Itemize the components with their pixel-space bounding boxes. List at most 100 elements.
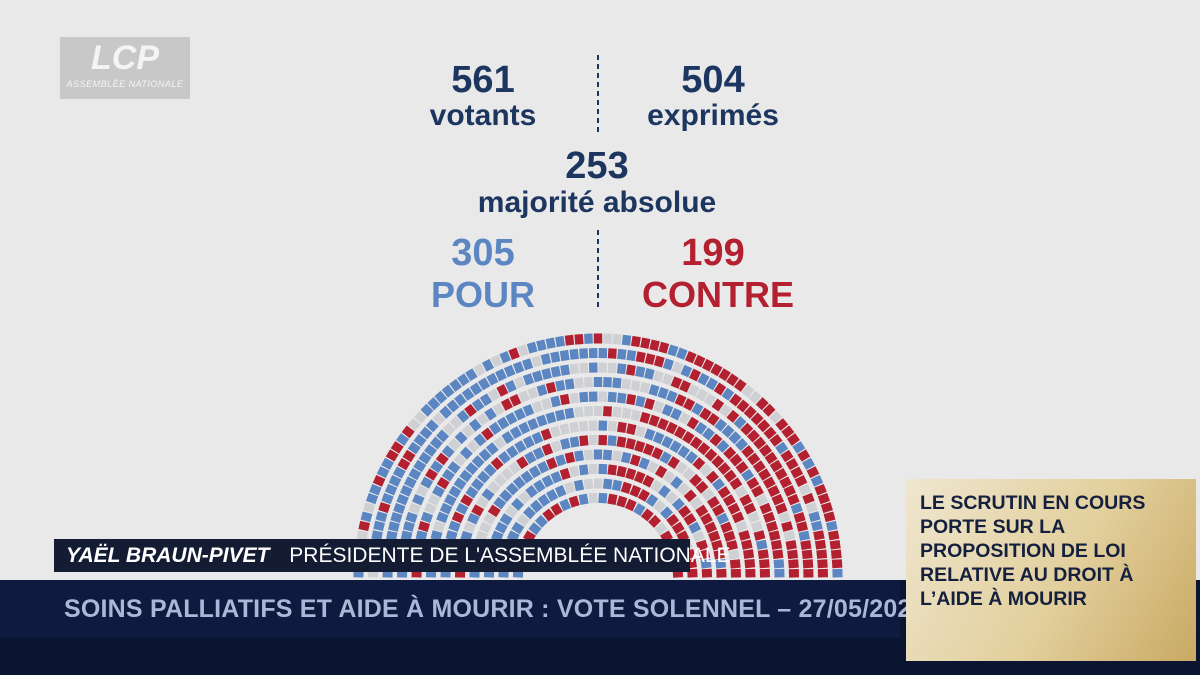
seat (527, 417, 539, 431)
seat (457, 373, 470, 387)
pour-label: POUR (430, 274, 535, 315)
seat (677, 482, 691, 496)
seat (820, 502, 833, 514)
seat (461, 387, 475, 401)
seat (679, 380, 691, 393)
seat (487, 388, 501, 402)
seat (718, 368, 731, 382)
seat (420, 511, 434, 524)
seat (733, 416, 747, 430)
seat (665, 491, 679, 505)
seat (798, 530, 810, 541)
seat (454, 393, 467, 407)
seat (644, 353, 656, 365)
seat (584, 406, 593, 417)
seat (711, 478, 726, 491)
seat (455, 502, 469, 515)
seat (412, 493, 425, 506)
seat (434, 390, 448, 404)
seat (425, 419, 439, 433)
seat (702, 427, 715, 441)
seat (593, 449, 603, 460)
seat (802, 492, 815, 505)
seat (522, 435, 535, 449)
seat (670, 376, 683, 389)
seat (550, 503, 563, 516)
seat (602, 449, 613, 461)
seat (705, 470, 719, 484)
seat (542, 508, 556, 522)
seat (783, 530, 796, 541)
seat (739, 494, 753, 507)
seat (441, 445, 455, 459)
seat (564, 481, 576, 494)
seat (711, 539, 724, 551)
seat (390, 512, 403, 523)
seat (505, 380, 517, 393)
name-tag: YAËL BRAUN-PIVET PRÉSIDENTE DE L'ASSEMBL… (54, 539, 731, 572)
seat (499, 513, 513, 526)
seat (781, 521, 794, 532)
seat (646, 460, 659, 474)
seat (716, 568, 727, 578)
seat (635, 351, 646, 363)
seat (584, 377, 593, 388)
seat (540, 353, 552, 365)
seat (706, 496, 720, 509)
seat (769, 434, 783, 447)
seat (729, 477, 743, 490)
seat (744, 558, 756, 569)
seat (560, 438, 571, 450)
seat (569, 348, 579, 360)
seat (691, 402, 704, 416)
seat (667, 456, 680, 470)
seat (722, 494, 736, 507)
seat (648, 384, 660, 397)
seat (418, 521, 430, 532)
seat (710, 363, 723, 377)
seat (459, 469, 473, 483)
seat (763, 426, 777, 440)
side-panel-text: LE SCRUTIN EN COURS PORTE SUR LA PROPOSI… (920, 492, 1146, 610)
exprimes-number: 504 (681, 59, 745, 101)
seat (564, 378, 575, 390)
seat (564, 334, 575, 346)
seat (559, 393, 570, 406)
seat (568, 495, 580, 508)
seat (509, 393, 522, 407)
seat (588, 391, 598, 402)
seat (802, 457, 815, 470)
seat (546, 488, 559, 502)
seat (506, 445, 519, 459)
seat (775, 441, 789, 455)
seat (675, 461, 688, 475)
seat (536, 339, 547, 352)
seat (481, 358, 495, 372)
seat (522, 373, 535, 386)
seat (654, 465, 668, 479)
seat (717, 486, 731, 499)
seat (805, 502, 818, 514)
seat (525, 484, 538, 499)
seat (425, 468, 438, 481)
seat (658, 341, 670, 354)
seat (478, 448, 492, 462)
seat (358, 520, 370, 532)
seat (360, 511, 373, 523)
seat (460, 494, 474, 507)
seat (729, 559, 741, 569)
seat (487, 504, 501, 518)
seat (485, 442, 499, 456)
seat (554, 484, 567, 498)
seat (372, 475, 386, 487)
seat (584, 333, 593, 344)
seat (814, 539, 827, 550)
seat (616, 392, 627, 404)
seat (654, 522, 668, 536)
seat (476, 496, 490, 509)
seat (487, 480, 501, 494)
seat (832, 568, 843, 578)
seat (793, 512, 806, 523)
seat (698, 549, 711, 560)
seat (755, 539, 768, 550)
